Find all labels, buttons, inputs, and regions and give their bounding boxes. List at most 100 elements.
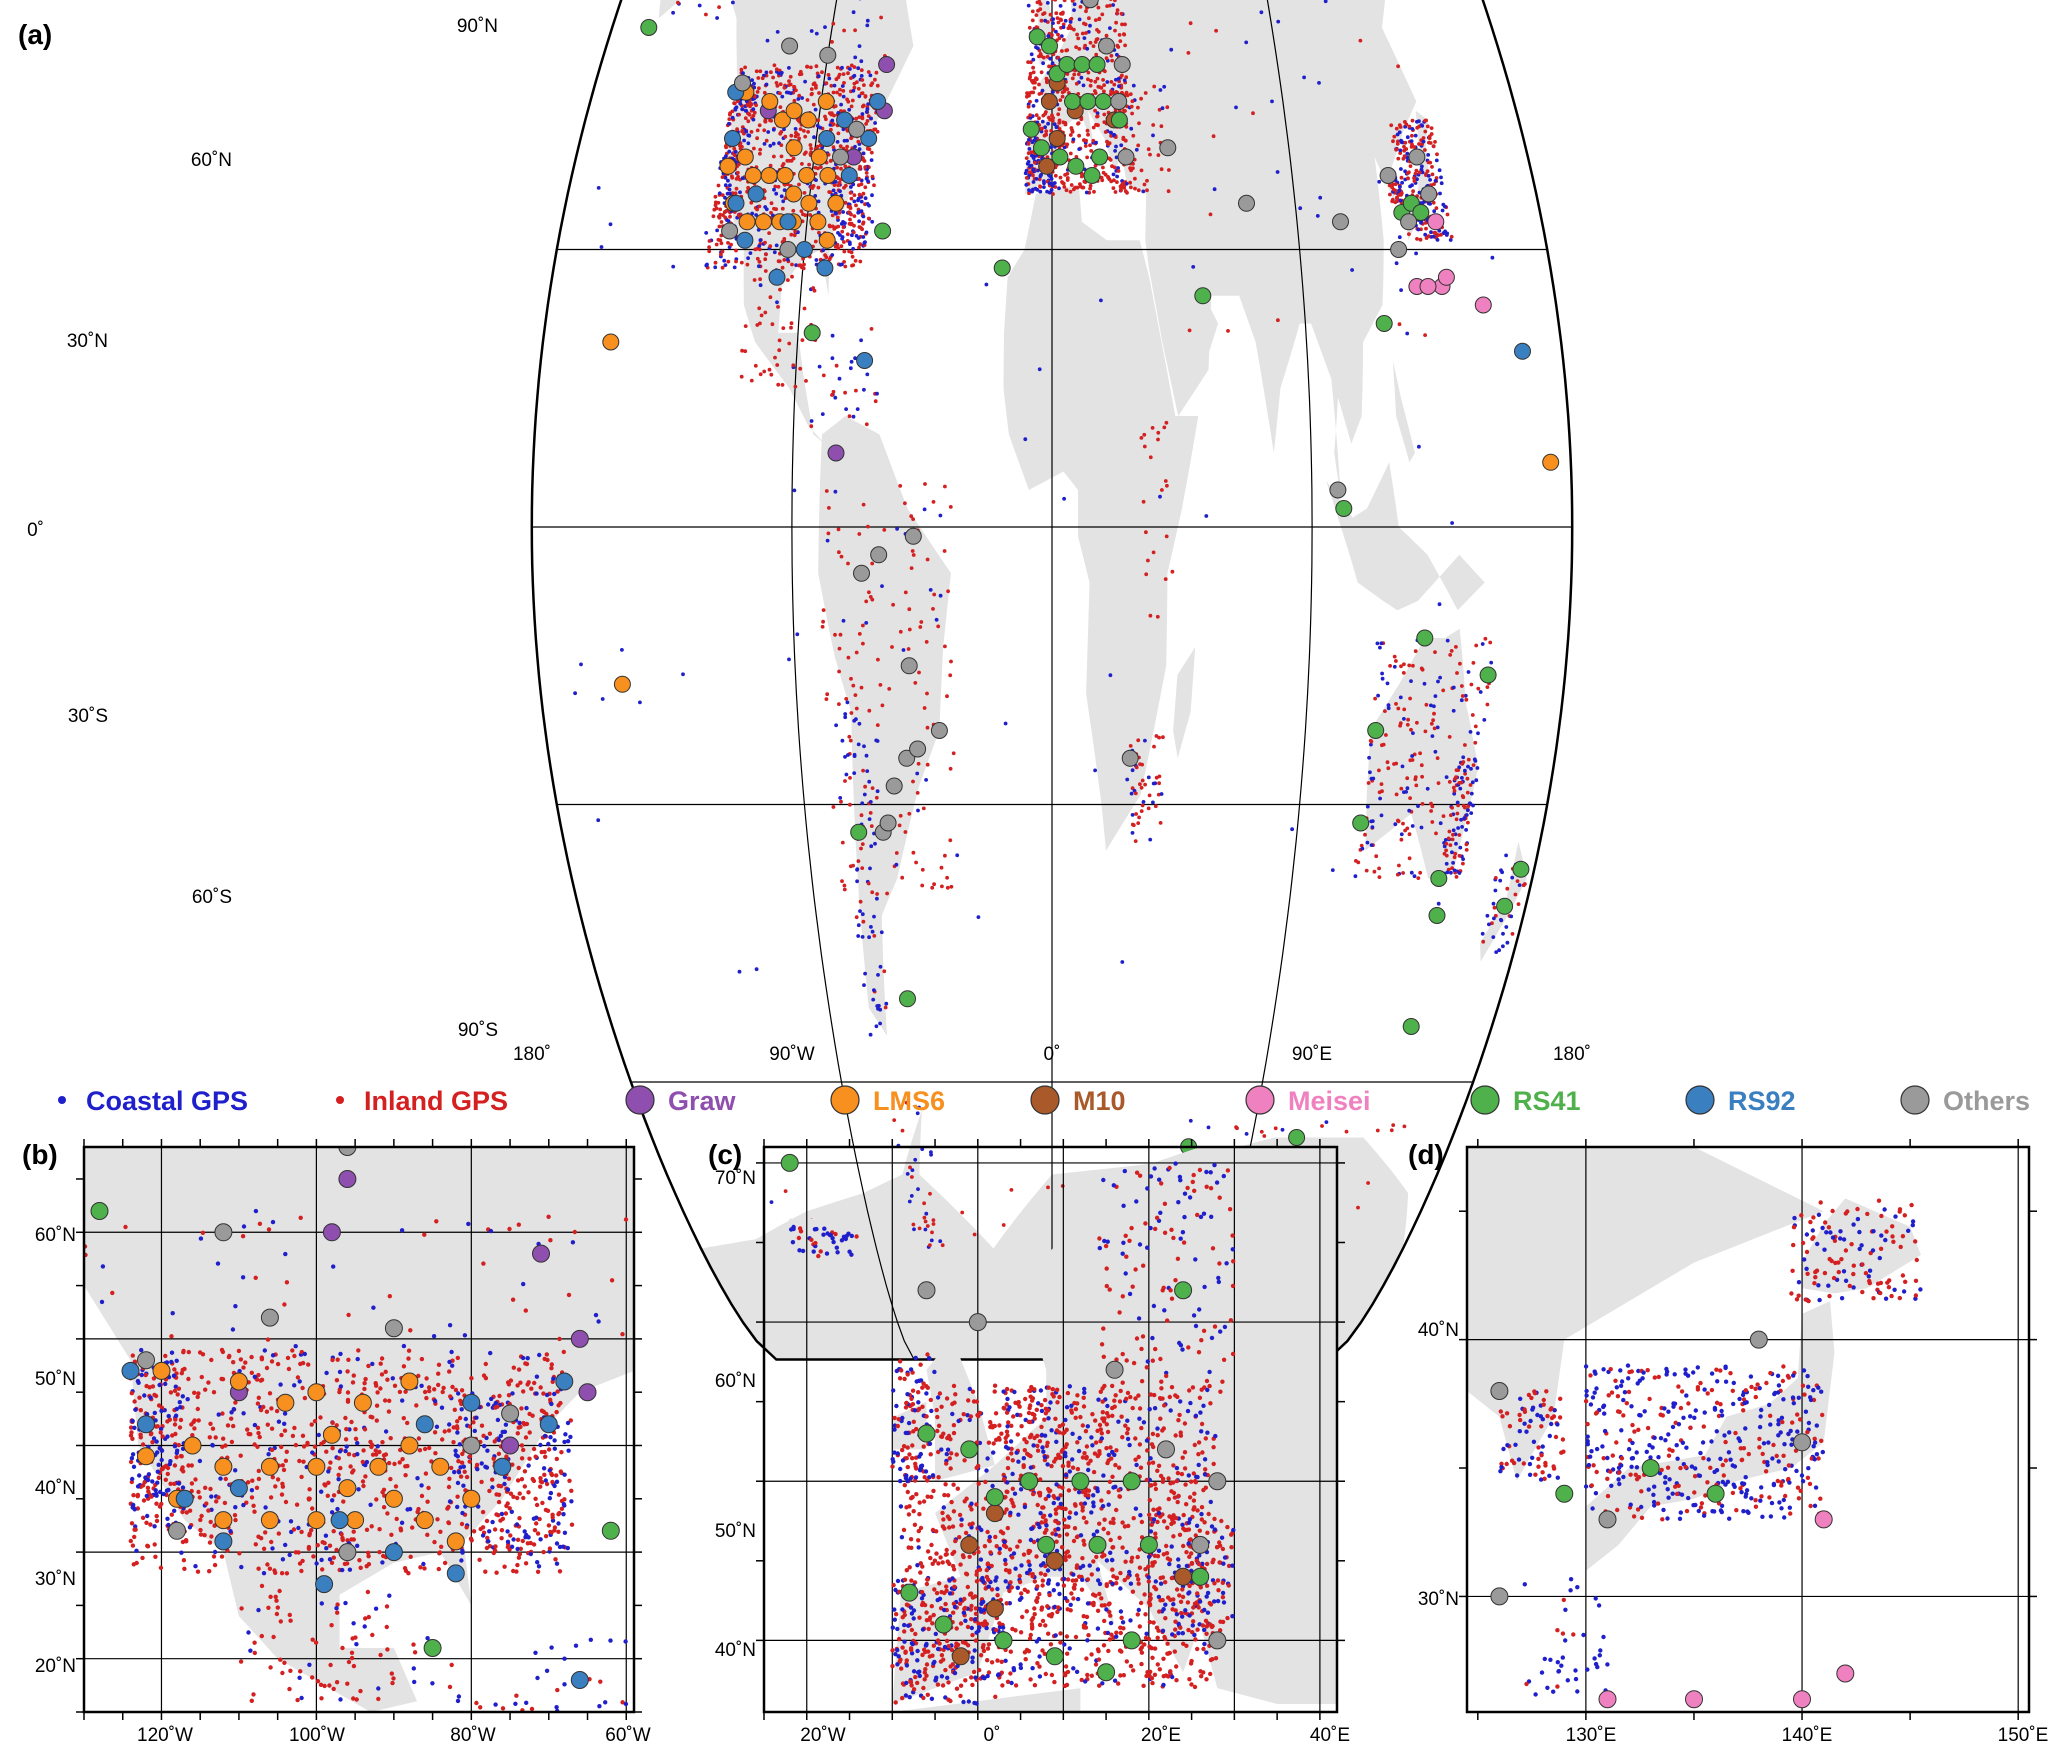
inland-gps-site [1107,141,1112,146]
inland-gps-site [561,1349,566,1355]
inland-gps-site [550,1479,555,1485]
coastal-gps-site [870,219,875,224]
coastal-gps-site [490,1519,495,1525]
inland-gps-site [169,1512,174,1517]
coastal-gps-site [496,1437,502,1443]
coastal-gps-site [266,1452,271,1457]
inland-gps-site [281,1467,287,1473]
coastal-gps-site [1437,168,1442,173]
coastal-gps-site [1244,40,1249,45]
inland-gps-site [860,104,865,109]
inland-gps-site [797,93,802,98]
coastal-gps-site [1111,3,1115,7]
coastal-gps-site [554,1479,560,1485]
inland-gps-site [803,134,808,139]
inland-gps-site [403,1389,408,1394]
inland-gps-site [768,118,772,123]
inland-gps-site [847,210,851,215]
coastal-gps-site [166,1487,171,1493]
coastal-gps-site [483,1464,488,1470]
inland-gps-site [442,1560,448,1566]
inland-gps-site [802,129,806,133]
station-lms6 [738,213,756,231]
inland-gps-site [736,174,740,179]
inland-gps-site [297,1458,302,1464]
coastal-gps-site [1399,138,1403,143]
station-rs41 [1412,204,1430,221]
inland-gps-site [1065,142,1070,147]
coastal-gps-site [856,66,861,71]
coastal-gps-site [324,1546,329,1551]
lon-label-180e: 180˚ [1553,1044,1591,1065]
inland-gps-site [422,1566,427,1571]
inland-gps-site [196,1418,201,1423]
inland-gps-site [907,607,912,612]
coastal-gps-site [1105,80,1110,84]
coastal-gps-site [841,210,845,214]
inland-gps-site [498,1484,504,1489]
inland-gps-site [1457,781,1462,785]
coastal-gps-site [562,1682,567,1687]
coastal-gps-site [812,135,816,140]
inland-gps-site [295,1697,300,1703]
coastal-gps-site [746,141,751,146]
inland-gps-site [384,1624,389,1630]
inland-gps-site [1436,781,1441,785]
coastal-gps-site [1429,230,1433,235]
coastal-gps-site [1474,778,1479,783]
coastal-gps-site [865,18,870,23]
inland-gps-site [1389,123,1394,128]
coastal-gps-site [163,1381,168,1387]
inland-gps-site [931,1218,936,1222]
coastal-gps-site [1469,811,1474,815]
coastal-gps-site [455,1430,460,1435]
inland-gps-site [1136,738,1141,743]
inland-gps-site [506,1393,512,1398]
inland-gps-site [863,185,868,190]
inland-gps-site [256,1372,261,1378]
inland-gps-site [854,203,858,208]
inland-gps-site [261,1546,267,1552]
inland-gps-site [925,1224,930,1228]
inland-gps-site [1085,155,1089,160]
inland-gps-site [1114,20,1118,25]
inland-gps-site [805,98,810,102]
inland-gps-site [848,191,853,195]
coastal-gps-site [754,213,758,217]
coastal-gps-site [462,1333,468,1338]
inland-gps-site [834,363,839,368]
inland-gps-site [777,348,782,353]
inland-gps-site [295,1375,301,1380]
coastal-gps-site [1450,850,1454,855]
inland-gps-site [259,1583,265,1589]
inland-gps-site [1485,685,1490,689]
coastal-gps-site [1112,132,1116,137]
inland-gps-site [302,1395,308,1401]
coastal-gps-site [1476,731,1480,736]
coastal-gps-site [1031,180,1036,184]
inland-gps-site [422,1232,427,1237]
inland-gps-site [523,1361,528,1366]
inland-gps-site [520,1538,525,1544]
inland-gps-site [323,1483,328,1488]
inland-gps-site [1377,875,1382,879]
inland-gps-site [351,1529,356,1534]
inland-gps-site [149,1431,154,1436]
inland-gps-site [1106,175,1110,179]
inland-gps-site [848,864,853,869]
coastal-gps-site [1206,1125,1211,1130]
inland-gps-site [1129,185,1133,190]
inland-gps-site [406,1348,412,1353]
coastal-gps-site [171,1373,177,1378]
inland-gps-site [1119,188,1123,193]
inland-gps-site [487,1431,493,1436]
inland-gps-site [1455,671,1459,675]
inland-gps-site [264,1365,270,1371]
inland-gps-site [288,1668,293,1674]
inland-gps-site [1427,140,1431,145]
coastal-gps-site [1438,675,1442,680]
inland-gps-site [1034,113,1039,117]
inland-gps-site [909,566,914,570]
coastal-gps-site [814,178,818,183]
inland-gps-site [348,1464,353,1469]
